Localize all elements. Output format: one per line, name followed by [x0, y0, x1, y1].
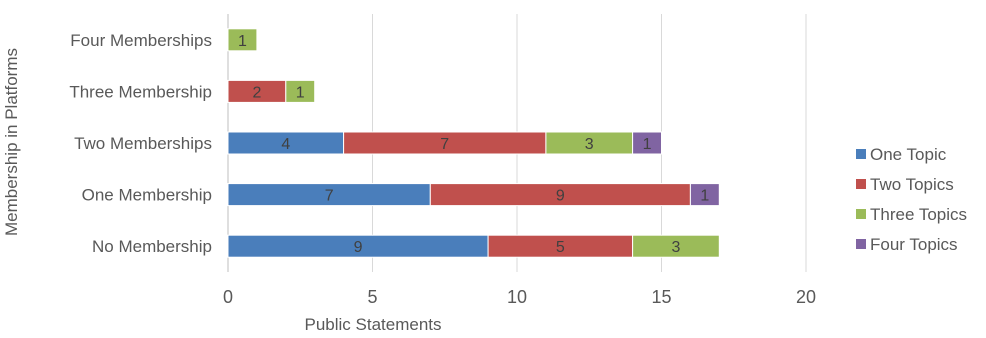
data-label: 2: [252, 84, 261, 101]
legend: One Topic Two Topics Three Topics Four Topi…: [856, 145, 967, 254]
legend-swatch: [856, 239, 866, 249]
data-label: 7: [325, 188, 334, 205]
data-label: 7: [440, 136, 449, 153]
x-tick-label: 20: [796, 287, 816, 307]
data-label: 1: [238, 33, 247, 50]
bars: 9 5 3 7 9 1 4 7 3 1 2 1 1: [227, 28, 720, 258]
bar-segment: [285, 79, 316, 103]
x-tick-label: 15: [651, 287, 671, 307]
bar-segment: [689, 183, 720, 207]
y-tick-label: Four Memberships: [70, 31, 212, 50]
y-tick-label: No Membership: [92, 237, 212, 256]
y-tick-label: Three Membership: [69, 82, 212, 101]
legend-label: One Topic: [870, 145, 947, 164]
legend-label: Three Topics: [870, 205, 967, 224]
data-label: 1: [700, 188, 709, 205]
legend-swatch: [856, 179, 866, 189]
x-tick-label: 5: [367, 287, 377, 307]
legend-swatch: [856, 149, 866, 159]
bar-segment: [632, 131, 662, 155]
data-label: 5: [556, 239, 565, 256]
data-label: 3: [671, 239, 680, 256]
y-axis-label: Membership in Platforms: [2, 48, 21, 236]
data-label: 1: [643, 136, 652, 153]
legend-label: Two Topics: [870, 175, 954, 194]
x-axis-label: Public Statements: [304, 315, 441, 333]
y-tick-label: Two Memberships: [74, 134, 212, 153]
x-tick-label: 10: [507, 287, 527, 307]
bar-segment: [632, 234, 720, 258]
data-label: 3: [585, 136, 594, 153]
x-tick-label: 0: [223, 287, 233, 307]
data-label: 9: [354, 239, 363, 256]
legend-label: Four Topics: [870, 235, 958, 254]
bar-segment: [227, 28, 258, 52]
data-label: 4: [281, 136, 290, 153]
y-tick-labels: No Membership One Membership Two Membershi…: [69, 31, 212, 256]
x-tick-labels: 0 5 10 15 20: [223, 287, 816, 307]
data-label: 1: [296, 84, 305, 101]
y-tick-label: One Membership: [82, 186, 212, 205]
legend-swatch: [856, 209, 866, 219]
data-label: 9: [556, 188, 565, 205]
